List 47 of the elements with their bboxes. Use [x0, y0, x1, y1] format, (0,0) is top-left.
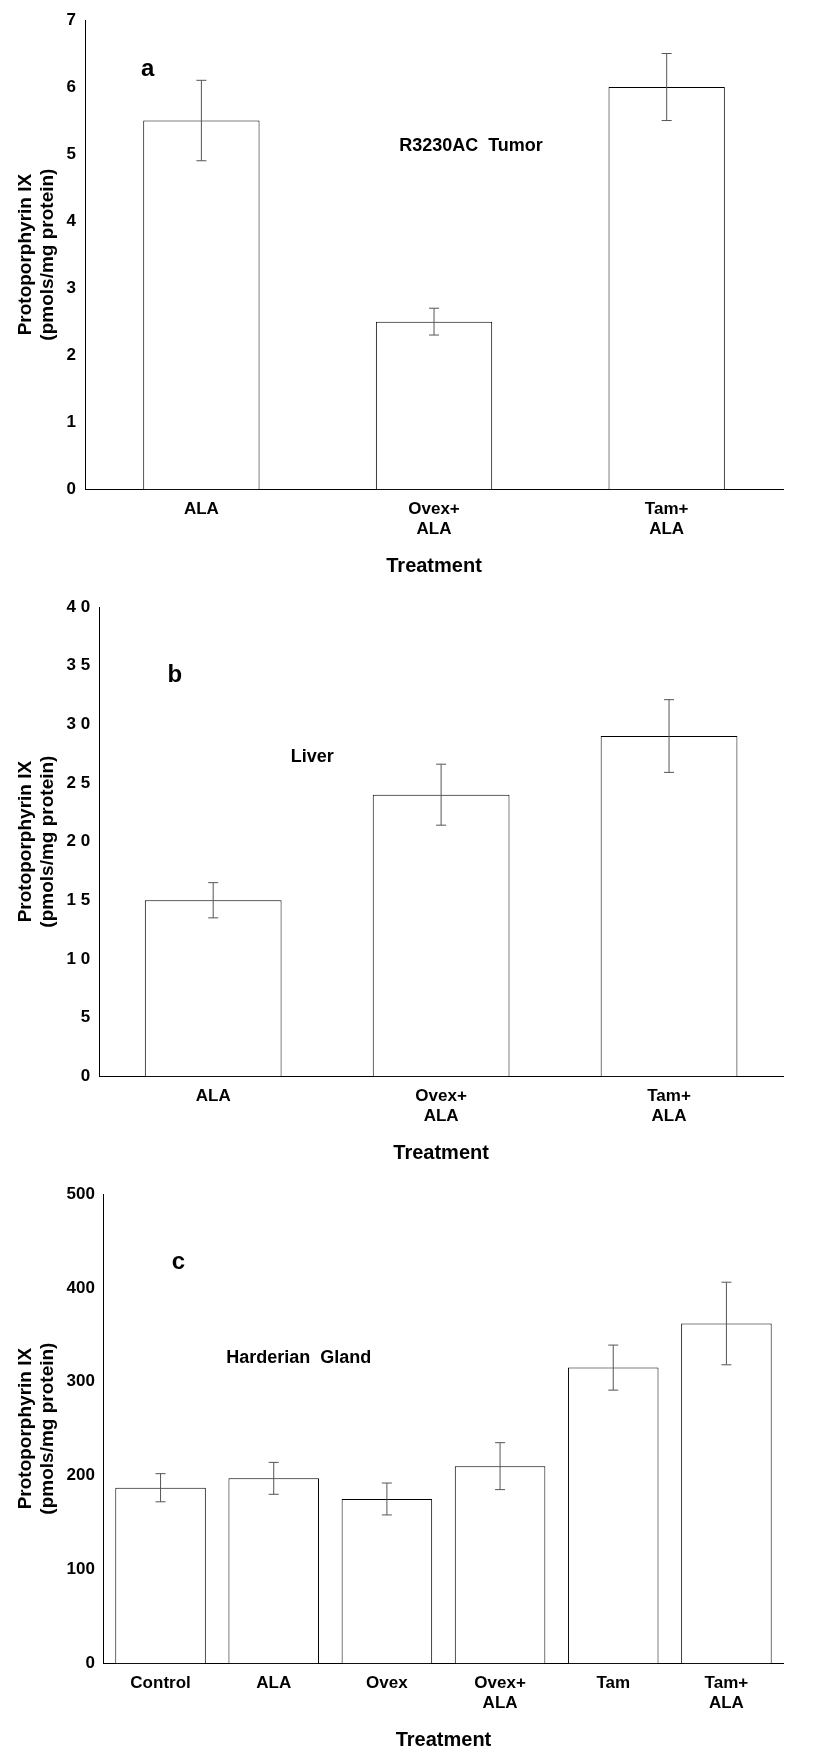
y-tick-label: 2 — [66, 344, 77, 364]
y-tick-label: 1 5 — [66, 889, 91, 909]
y-tick-label: 100 — [66, 1559, 95, 1579]
x-tick-label: Ovex — [366, 1673, 409, 1693]
x-tick-label: Tam+ ALA — [644, 499, 689, 539]
y-axis-title: Protoporphyrin IX (pmols/mg protein) — [13, 755, 58, 928]
y-tick-label: 2 0 — [66, 831, 91, 851]
y-axis-title: Protoporphyrin IX (pmols/mg protein) — [13, 168, 58, 341]
y-tick-label: 200 — [66, 1465, 95, 1485]
y-tick-label: 0 — [80, 1065, 91, 1085]
x-tick-label: ALA — [195, 1086, 231, 1106]
x-axis-title: Treatment — [395, 1727, 492, 1750]
annotation: R3230AC Tumor — [399, 135, 543, 156]
x-tick-label: ALA — [183, 499, 219, 519]
annotation: a — [140, 54, 155, 82]
y-tick-label: 300 — [66, 1371, 95, 1391]
annotation: c — [171, 1246, 186, 1274]
x-tick-label: Ovex+ ALA — [408, 499, 460, 539]
x-axis-title: Treatment — [393, 1140, 490, 1163]
x-tick-label: Tam — [596, 1673, 631, 1693]
y-tick-label: 500 — [66, 1183, 95, 1203]
annotation: Liver — [290, 745, 334, 766]
x-axis-title: Treatment — [386, 553, 483, 576]
annotation: Harderian Gland — [226, 1346, 372, 1367]
y-tick-label: 4 0 — [66, 596, 91, 616]
y-tick-label: 1 — [66, 411, 77, 431]
y-tick-label: 4 — [66, 210, 77, 230]
y-tick-label: 7 — [66, 9, 77, 29]
x-tick-label: Ovex+ ALA — [474, 1673, 526, 1713]
y-tick-label: 5 — [80, 1007, 91, 1027]
x-tick-label: Tam+ ALA — [704, 1673, 749, 1713]
x-tick-label: Tam+ ALA — [647, 1086, 691, 1126]
y-tick-label: 2 5 — [66, 772, 91, 792]
x-tick-label: Ovex+ ALA — [415, 1086, 467, 1126]
y-tick-label: 0 — [85, 1652, 95, 1672]
y-tick-label: 3 0 — [66, 713, 91, 733]
y-tick-label: 6 — [66, 76, 77, 96]
y-tick-label: 3 5 — [66, 655, 91, 675]
x-tick-label: ALA — [256, 1673, 292, 1693]
y-axis-title: Protoporphyrin IX (pmols/mg protein) — [13, 1342, 58, 1515]
y-tick-label: 5 — [66, 143, 77, 163]
y-tick-label: 3 — [66, 277, 77, 297]
annotation: b — [167, 659, 183, 687]
x-tick-label: Control — [130, 1673, 191, 1693]
y-tick-label: 0 — [66, 478, 77, 498]
y-tick-label: 400 — [66, 1277, 95, 1297]
y-tick-label: 1 0 — [66, 948, 91, 968]
